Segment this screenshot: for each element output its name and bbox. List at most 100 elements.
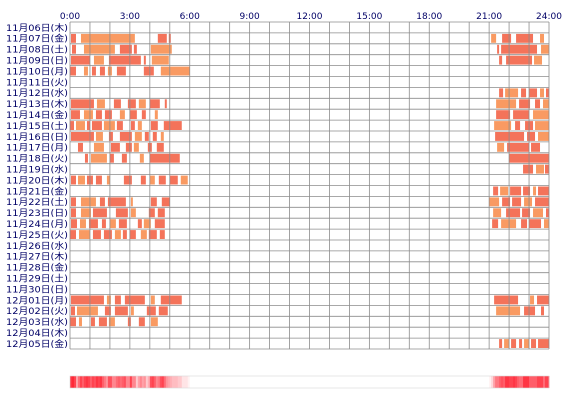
activity-segment (143, 66, 154, 76)
activity-segment (496, 306, 521, 316)
summary-bin (225, 376, 229, 388)
summary-bin (481, 376, 484, 388)
summary-bin (227, 376, 231, 388)
summary-bin (255, 376, 259, 388)
summary-bin (99, 376, 103, 388)
summary-bin (443, 376, 446, 388)
summary-bin (301, 376, 304, 388)
activity-segment (129, 230, 136, 239)
activity-segment (149, 153, 180, 163)
activity-segment (543, 99, 549, 109)
summary-bin (497, 376, 500, 388)
summary-bin (175, 376, 179, 388)
activity-segment (159, 230, 165, 239)
activity-segment (78, 230, 90, 239)
activity-segment (109, 153, 114, 163)
summary-bin (513, 376, 516, 388)
activity-segment (492, 219, 499, 229)
summary-bin (535, 376, 538, 388)
summary-bin (435, 376, 438, 388)
activity-segment (125, 142, 132, 152)
summary-bin (163, 376, 167, 388)
row-date-label: 11月29日(土) (6, 273, 68, 285)
summary-bin (75, 376, 79, 388)
activity-segment (70, 99, 94, 109)
activity-segment (103, 230, 112, 239)
activity-segment (70, 208, 76, 218)
row-date-label: 11月06日(木) (6, 22, 68, 34)
activity-segment (106, 175, 110, 185)
row-date-label: 11月14日(金) (6, 109, 68, 121)
activity-segment (180, 175, 188, 185)
activity-segment (511, 339, 517, 348)
summary-bin (107, 376, 111, 388)
summary-bin (307, 376, 310, 388)
summary-bin (299, 376, 302, 388)
summary-bin (505, 376, 508, 388)
summary-bin (103, 376, 107, 388)
activity-segment (130, 121, 135, 130)
activity-segments (70, 33, 549, 348)
summary-bin (387, 376, 390, 388)
summary-bin (209, 376, 213, 388)
summary-bin (165, 376, 169, 388)
activity-segment (506, 208, 521, 218)
activity-segment (95, 132, 103, 141)
row-date-label: 11月22日(土) (6, 196, 68, 208)
summary-bin (471, 376, 474, 388)
activity-segment (499, 339, 503, 348)
activity-segment (79, 219, 86, 229)
summary-bin (489, 376, 492, 388)
activity-segment (130, 197, 133, 207)
summary-bin (285, 376, 288, 388)
summary-bin (397, 376, 400, 388)
summary-bin (95, 376, 99, 388)
summary-bin (273, 376, 276, 388)
summary-bin (295, 376, 298, 388)
activity-segment (70, 66, 76, 76)
activity-segment (535, 99, 541, 109)
activity-segment (98, 317, 107, 327)
row-date-label: 11月13日(木) (6, 98, 68, 110)
activity-segment (157, 208, 165, 218)
row-date-label: 11月19日(水) (6, 164, 68, 176)
summary-bin (335, 376, 338, 388)
summary-bin (199, 376, 203, 388)
activity-segment (146, 306, 156, 316)
summary-bin (399, 376, 402, 388)
summary-bin (385, 376, 388, 388)
summary-bin (169, 376, 173, 388)
summary-bin (457, 376, 460, 388)
summary-bin (477, 376, 480, 388)
activity-segment (160, 66, 190, 76)
summary-bin (433, 376, 436, 388)
summary-bin (265, 376, 268, 388)
summary-bin (441, 376, 444, 388)
activity-segment (84, 153, 88, 163)
activity-segment (535, 121, 549, 130)
activity-segment (75, 121, 85, 130)
summary-bin (453, 376, 456, 388)
activity-segment (499, 88, 504, 98)
activity-segment (80, 208, 91, 218)
activity-segment (130, 306, 134, 316)
summary-bin (319, 376, 322, 388)
summary-bin (171, 376, 175, 388)
summary-bin (289, 376, 292, 388)
summary-bin (153, 376, 157, 388)
activity-segment (93, 142, 104, 152)
activity-segment (91, 121, 102, 130)
activity-segment (151, 55, 169, 65)
activity-segment (497, 44, 500, 54)
x-tick-label: 9:00 (240, 12, 260, 22)
activity-segment (149, 175, 155, 185)
activity-segment (70, 230, 76, 239)
activity-segment (119, 44, 132, 54)
summary-bin (145, 376, 149, 388)
activity-segment (513, 110, 530, 120)
activity-segment (70, 306, 75, 316)
activity-segment (497, 142, 505, 152)
activity-segment (77, 142, 83, 152)
row-date-label: 11月15日(土) (6, 120, 68, 132)
summary-bin (85, 376, 89, 388)
